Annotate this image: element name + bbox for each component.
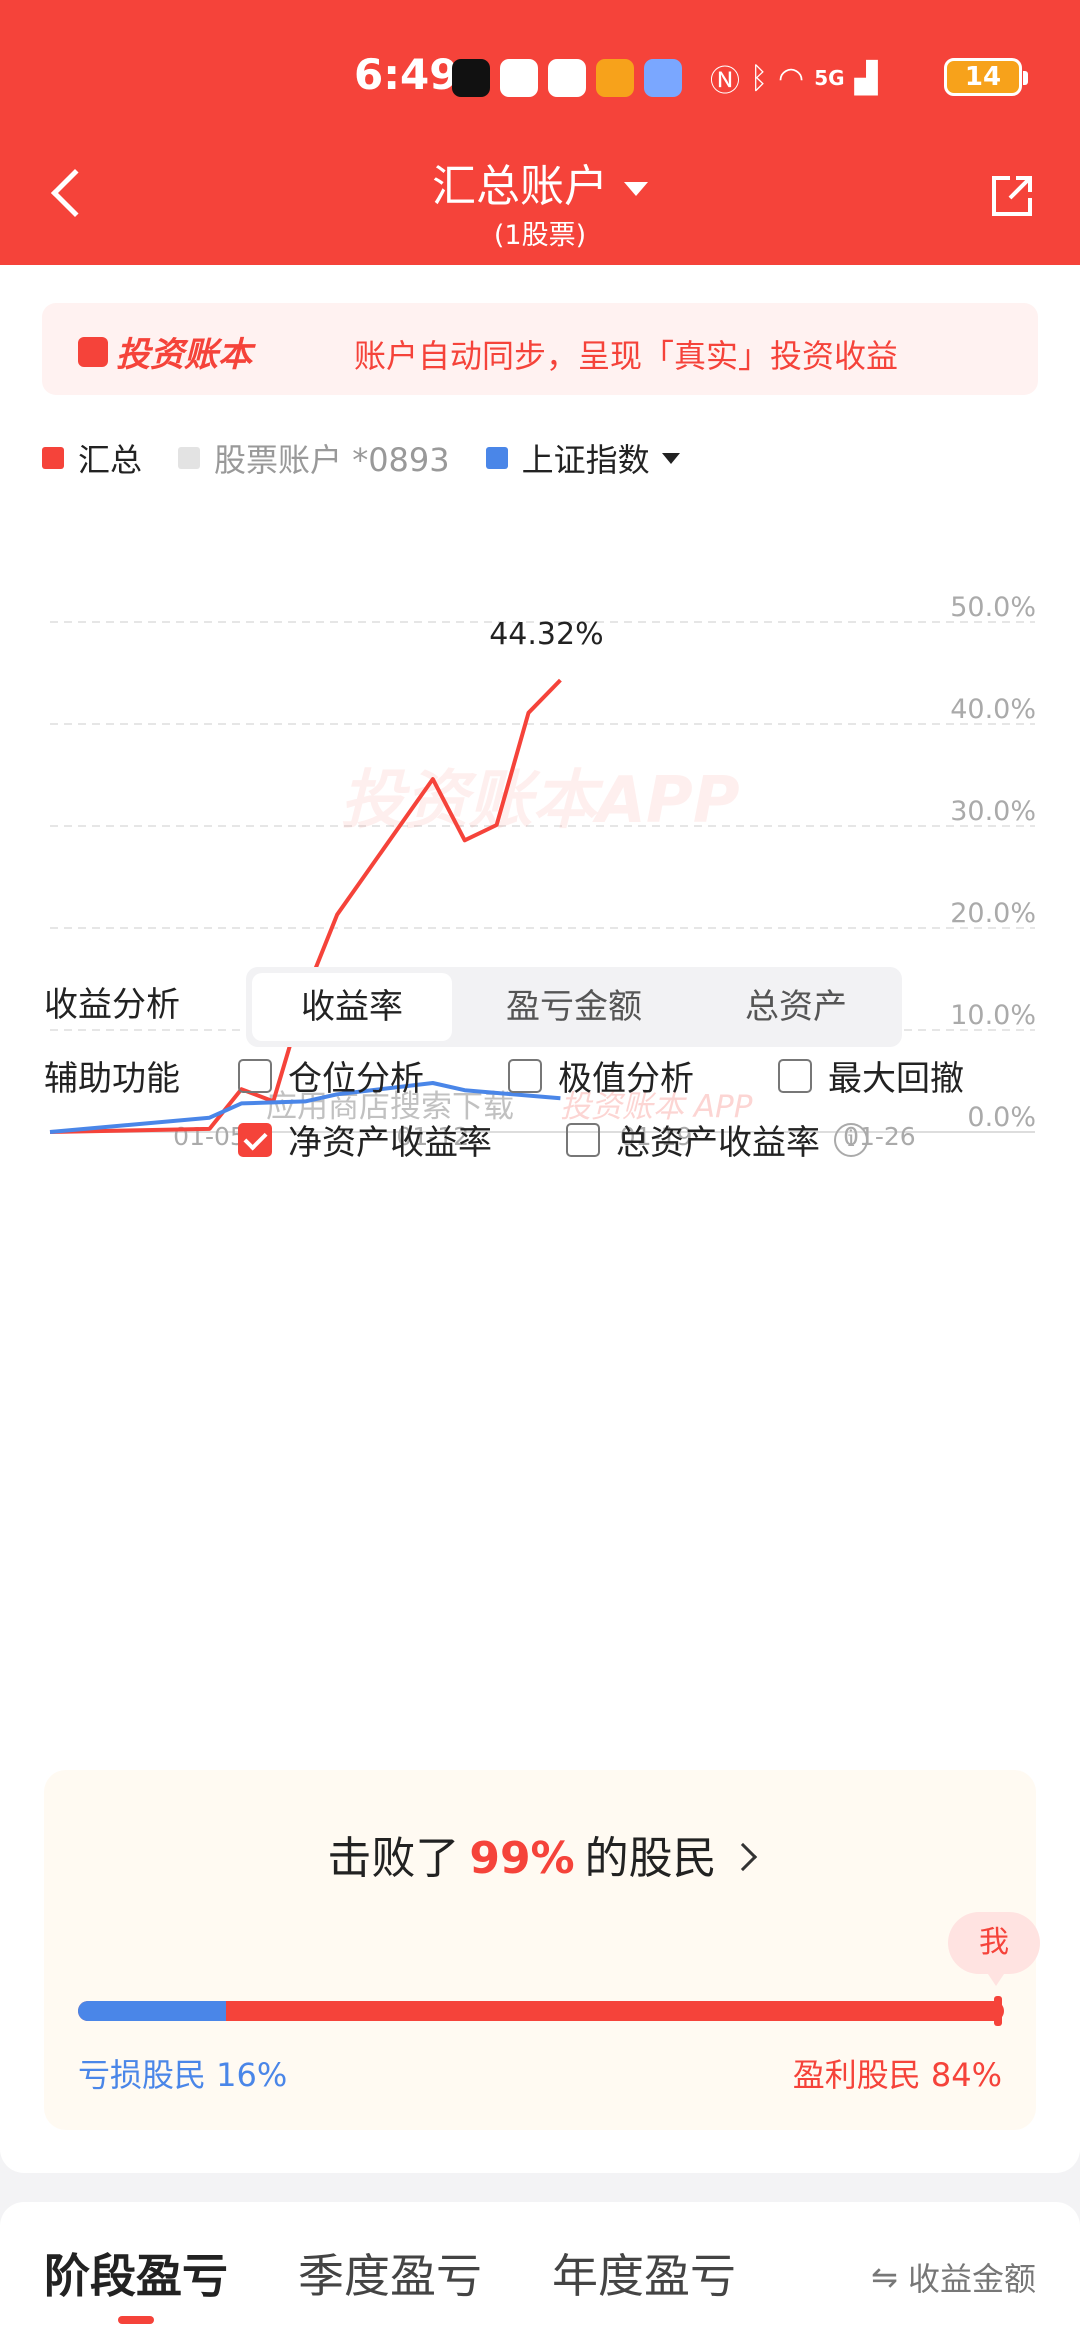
beat-prefix: 击败了 — [327, 1833, 460, 1884]
pnl-tabs: 阶段盈亏 季度盈亏 年度盈亏 — [44, 2240, 736, 2324]
page-title[interactable]: 汇总账户 — [0, 150, 1080, 214]
y-tick-label: 0.0% — [967, 1102, 1036, 1133]
analysis-label: 收益分析 — [44, 985, 180, 1025]
legend-label: 上证指数 — [521, 441, 650, 479]
beat-percent: 99% — [469, 1833, 575, 1884]
toggle-amount-label: 收益金额 — [907, 2260, 1036, 2298]
envelope-app-icon — [596, 59, 634, 97]
info-icon[interactable]: i — [834, 1122, 868, 1157]
pnl-tabs-card: 阶段盈亏 季度盈亏 年度盈亏 ⇋ 收益金额 — [0, 2202, 1080, 2340]
page-title-text: 汇总账户 — [432, 161, 608, 212]
watermark-text: 投资账本APP — [340, 764, 739, 838]
profit-investors-label: 盈利股民 84% — [792, 2056, 1002, 2094]
legend-item-index[interactable]: 上证指数 — [485, 435, 680, 481]
total-return-line — [49, 678, 562, 1134]
me-marker: 我 — [948, 1912, 1040, 1986]
seg-option-return-rate[interactable]: 收益率 — [252, 973, 452, 1041]
status-icons: Ⓝ ᛒ ◠ 5G ▟ — [452, 56, 878, 100]
y-tick-label: 10.0% — [950, 1000, 1036, 1031]
banner-logo: 投资账本 — [78, 327, 252, 376]
loss-investors-label: 亏损股民 16% — [78, 2056, 288, 2094]
beat-stat-card[interactable]: 击败了 99% 的股民 我 亏损股民 16% 盈利股民 84% — [44, 1770, 1040, 2130]
page-subtitle: (1股票) — [493, 220, 587, 251]
app-header: 6:49 Ⓝ ᛒ ◠ 5G ▟ 14 汇总账户 (1股票) — [0, 0, 1080, 265]
toggle-amount-button[interactable]: ⇋ 收益金额 — [871, 2254, 1036, 2300]
aux-label: 辅助功能 — [44, 1059, 180, 1099]
bank-icon — [548, 59, 586, 97]
legend-swatch-icon — [178, 447, 201, 469]
me-position-marker — [994, 1996, 1002, 2026]
checkbox-net-asset-return[interactable]: 净资产收益率 — [238, 1115, 492, 1164]
tab-quarter-pnl[interactable]: 季度盈亏 — [298, 2249, 482, 2303]
legend-item-total[interactable]: 汇总 — [42, 435, 142, 481]
checkbox-icon — [238, 1058, 272, 1093]
ledger-logo-icon — [78, 336, 108, 367]
dropdown-caret-icon — [661, 452, 680, 464]
nfc-icon: Ⓝ — [710, 64, 740, 99]
music-icon — [644, 59, 682, 97]
legend-label: 股票账户 *0893 — [214, 441, 450, 479]
beat-suffix: 的股民 — [584, 1833, 717, 1884]
y-tick-label: 40.0% — [950, 694, 1036, 725]
swap-icon: ⇋ — [871, 2258, 898, 2296]
network-label: 5G — [814, 66, 845, 90]
wifi-icon: ◠ — [778, 60, 805, 96]
share-icon[interactable] — [990, 174, 1034, 218]
analysis-segmented: 收益率 盈亏金额 总资产 — [246, 967, 902, 1047]
y-tick-label: 30.0% — [950, 796, 1036, 827]
tab-period-pnl[interactable]: 阶段盈亏 — [44, 2240, 228, 2324]
checkbox-total-asset-return[interactable]: 总资产收益率 i — [566, 1115, 868, 1164]
checkbox-extreme-analysis[interactable]: 极值分析 — [508, 1051, 694, 1100]
legend-item-stock-account[interactable]: 股票账户 *0893 — [178, 435, 450, 481]
signal-icon: ▟ — [854, 60, 878, 96]
beat-headline: 击败了 99% 的股民 — [44, 1822, 1036, 1886]
checkbox-icon — [508, 1058, 542, 1093]
status-bar: 6:49 Ⓝ ᛒ ◠ 5G ▟ 14 — [0, 50, 1080, 110]
chevron-right-icon — [728, 1842, 757, 1872]
legend-label: 汇总 — [78, 441, 143, 479]
checkbox-position-analysis[interactable]: 仓位分析 — [238, 1051, 424, 1100]
checkbox-max-drawdown[interactable]: 最大回撤 — [778, 1051, 964, 1100]
x-tick-label: 01-12 — [396, 1122, 469, 1151]
watermark-text: 投资账本 APP — [560, 1089, 753, 1125]
tab-year-pnl[interactable]: 年度盈亏 — [552, 2249, 736, 2303]
y-tick-label: 20.0% — [950, 898, 1036, 929]
status-time: 6:49 — [354, 50, 459, 99]
checkbox-label: 最大回撤 — [828, 1059, 964, 1099]
x-tick-label: 01-19 — [620, 1122, 693, 1151]
battery-level: 14 — [964, 62, 1002, 92]
profit-loss-bar — [78, 2001, 1004, 2021]
data-label: 44.32% — [489, 617, 603, 652]
checkbox-checked-icon — [238, 1122, 272, 1157]
legend-swatch-icon — [485, 447, 508, 469]
battery-icon: 14 — [944, 58, 1028, 96]
checkbox-icon — [566, 1122, 600, 1157]
legend-swatch-icon — [42, 447, 64, 469]
watermark-text: 应用商店搜索下载 — [266, 1089, 514, 1125]
banner-logo-text: 投资账本 — [116, 335, 252, 375]
checkbox-label: 总资产收益率 — [616, 1123, 820, 1163]
tiktok-icon — [452, 59, 490, 97]
banner-slogan: 账户自动同步，呈现「真实」投资收益 — [354, 337, 899, 375]
chat-app-icon — [500, 59, 538, 97]
seg-option-pnl-amount[interactable]: 盈亏金额 — [506, 987, 642, 1027]
y-tick-label: 50.0% — [950, 592, 1036, 623]
index-return-line — [49, 1081, 561, 1134]
seg-option-total-assets[interactable]: 总资产 — [745, 987, 847, 1027]
checkbox-icon — [778, 1058, 812, 1093]
checkbox-label: 极值分析 — [558, 1059, 694, 1099]
checkbox-label: 仓位分析 — [288, 1059, 424, 1099]
dropdown-caret-icon — [624, 182, 648, 196]
checkbox-label: 净资产收益率 — [288, 1123, 492, 1163]
loss-fill — [78, 2001, 227, 2021]
bluetooth-icon: ᛒ — [750, 60, 768, 96]
promo-banner[interactable]: 投资账本 账户自动同步，呈现「真实」投资收益 — [42, 303, 1038, 395]
chart-legend: 汇总 股票账户 *0893 上证指数 — [42, 435, 716, 481]
